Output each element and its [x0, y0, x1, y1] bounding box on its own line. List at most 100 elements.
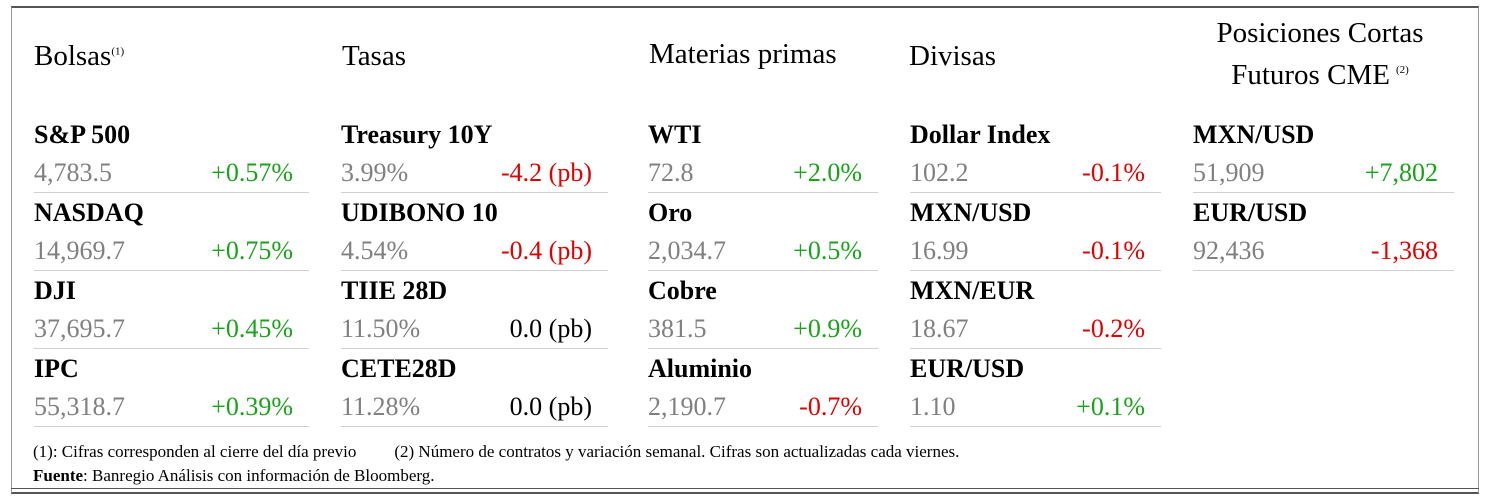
- item-name: EUR/USD: [1193, 198, 1308, 227]
- list-item: Cobre 381.5 +0.9%: [648, 276, 878, 354]
- item-change: -0.2%: [1082, 314, 1145, 343]
- item-value: 381.5: [648, 314, 707, 343]
- item-change: +7,802: [1364, 158, 1438, 187]
- item-value: 92,436: [1193, 236, 1265, 265]
- source-line: Fuente: Banregio Análisis con informació…: [33, 464, 959, 488]
- list-item: Dollar Index 102.2 -0.1%: [910, 120, 1161, 198]
- item-change: +0.45%: [211, 314, 293, 343]
- item-name: TIIE 28D: [341, 276, 448, 305]
- row-divider: [910, 270, 1161, 271]
- header-bolsas-title: Bolsas: [34, 40, 112, 72]
- row-divider: [34, 270, 309, 271]
- list-item: Treasury 10Y 3.99% -4.2 (pb): [341, 120, 608, 198]
- item-change: +0.39%: [211, 392, 293, 421]
- row-divider: [648, 426, 878, 427]
- item-value: 55,318.7: [34, 392, 125, 421]
- item-value: 2,190.7: [648, 392, 726, 421]
- item-value: 4,783.5: [34, 158, 112, 187]
- row-divider: [34, 192, 309, 193]
- row-divider: [648, 348, 878, 349]
- list-item: UDIBONO 10 4.54% -0.4 (pb): [341, 198, 608, 276]
- item-value: 11.28%: [341, 392, 421, 421]
- item-name: DJI: [34, 276, 76, 305]
- item-value: 2,034.7: [648, 236, 726, 265]
- item-name: Cobre: [648, 276, 717, 305]
- item-name: Aluminio: [648, 354, 753, 383]
- item-value: 18.67: [910, 314, 969, 343]
- item-change: 0.0 (pb): [509, 314, 592, 343]
- item-name: Dollar Index: [910, 120, 1051, 149]
- item-value: 1.10: [910, 392, 956, 421]
- item-change: -0.1%: [1082, 236, 1145, 265]
- list-item: IPC 55,318.7 +0.39%: [34, 354, 309, 432]
- list-item: MXN/USD 51,909 +7,802: [1193, 120, 1454, 198]
- item-name: WTI: [648, 120, 702, 149]
- list-item: MXN/USD 16.99 -0.1%: [910, 198, 1161, 276]
- row-divider: [34, 348, 309, 349]
- item-change: -1,368: [1370, 236, 1438, 265]
- row-divider: [1193, 270, 1454, 271]
- footnotes: (1): Cifras corresponden al cierre del d…: [33, 440, 959, 488]
- item-change: +2.0%: [793, 158, 862, 187]
- item-change: -0.4 (pb): [501, 236, 592, 265]
- item-name: CETE28D: [341, 354, 457, 383]
- item-value: 3.99%: [341, 158, 409, 187]
- item-change: +0.5%: [793, 236, 862, 265]
- row-divider: [910, 192, 1161, 193]
- row-divider: [648, 270, 878, 271]
- table-frame: [11, 6, 1479, 494]
- item-value: 14,969.7: [34, 236, 125, 265]
- row-divider: [341, 270, 608, 271]
- item-name: MXN/USD: [910, 198, 1032, 227]
- item-value: 102.2: [910, 158, 969, 187]
- row-divider: [648, 192, 878, 193]
- footnote-2: (2) Número de contratos y variación sema…: [394, 442, 960, 461]
- item-name: NASDAQ: [34, 198, 144, 227]
- list-item: EUR/USD 1.10 +0.1%: [910, 354, 1161, 432]
- item-value: 37,695.7: [34, 314, 125, 343]
- footnote-1: (1): Cifras corresponden al cierre del d…: [33, 442, 357, 461]
- footnote-line: (1): Cifras corresponden al cierre del d…: [33, 440, 959, 464]
- item-change: -4.2 (pb): [501, 158, 592, 187]
- source-label: Fuente: [33, 466, 84, 485]
- item-name: MXN/USD: [1193, 120, 1315, 149]
- header-bolsas-note: (1): [111, 45, 125, 58]
- item-name: EUR/USD: [910, 354, 1025, 383]
- list-item: S&P 500 4,783.5 +0.57%: [34, 120, 309, 198]
- item-change: 0.0 (pb): [509, 392, 592, 421]
- row-divider: [910, 426, 1161, 427]
- list-item: NASDAQ 14,969.7 +0.75%: [34, 198, 309, 276]
- item-value: 51,909: [1193, 158, 1265, 187]
- item-name: UDIBONO 10: [341, 198, 498, 227]
- item-name: MXN/EUR: [910, 276, 1035, 305]
- item-name: S&P 500: [34, 120, 131, 149]
- header-tasas: Tasas: [342, 40, 407, 72]
- header-posiciones: Posiciones Cortas Futuros CME (2): [1170, 16, 1470, 92]
- list-item: TIIE 28D 11.50% 0.0 (pb): [341, 276, 608, 354]
- header-bolsas: Bolsas(1): [34, 39, 124, 73]
- header-posiciones-note: (2): [1395, 64, 1409, 77]
- header-divisas: Divisas: [909, 40, 996, 72]
- item-change: +0.57%: [211, 158, 293, 187]
- header-materias-primas: Materias primas: [649, 38, 837, 70]
- list-item: Oro 2,034.7 +0.5%: [648, 198, 878, 276]
- list-item: CETE28D 11.28% 0.0 (pb): [341, 354, 608, 432]
- list-item: WTI 72.8 +2.0%: [648, 120, 878, 198]
- row-divider: [910, 348, 1161, 349]
- header-posiciones-line1: Posiciones Cortas: [1216, 17, 1424, 49]
- header-posiciones-line2: Futuros CME: [1231, 59, 1390, 91]
- row-divider: [341, 426, 608, 427]
- row-divider: [1193, 192, 1454, 193]
- row-divider: [341, 192, 608, 193]
- item-value: 16.99: [910, 236, 969, 265]
- item-change: +0.1%: [1076, 392, 1145, 421]
- item-change: -0.7%: [799, 392, 862, 421]
- item-change: +0.75%: [211, 236, 293, 265]
- item-value: 11.50%: [341, 314, 421, 343]
- source-text: : Banregio Análisis con información de B…: [83, 466, 435, 485]
- item-value: 72.8: [648, 158, 694, 187]
- list-item: DJI 37,695.7 +0.45%: [34, 276, 309, 354]
- item-value: 4.54%: [341, 236, 409, 265]
- list-item: Aluminio 2,190.7 -0.7%: [648, 354, 878, 432]
- item-name: Treasury 10Y: [341, 120, 493, 149]
